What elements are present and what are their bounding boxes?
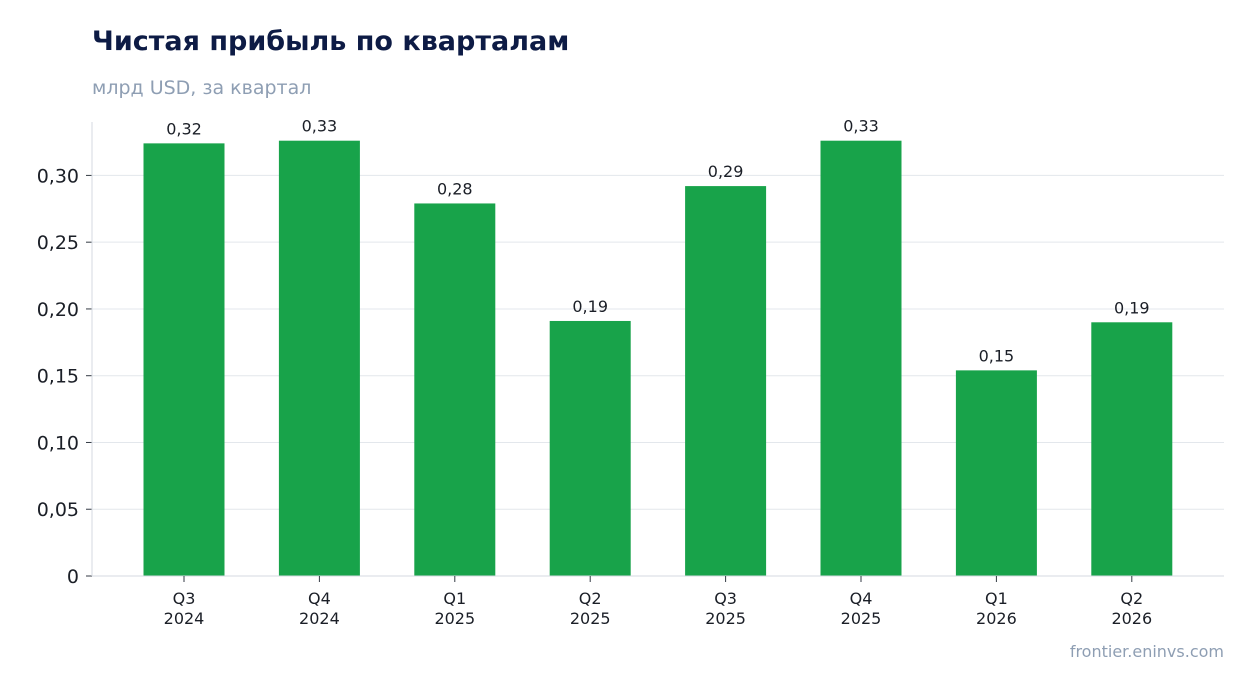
bar [685, 186, 767, 576]
data-label: 0,19 [572, 297, 608, 316]
x-tick-label: Q3 2025 [705, 589, 746, 628]
bar [549, 320, 631, 576]
data-label: 0,33 [302, 117, 338, 136]
bar [1091, 322, 1173, 576]
y-tick-label: 0,30 [37, 165, 79, 187]
x-tick-label: Q4 2025 [841, 589, 882, 628]
data-labels: 0,32 0,33 0,28 0,19 0,29 0,33 0,15 0,19 [166, 117, 1149, 366]
y-tick-label: 0,25 [37, 232, 79, 254]
x-tick-label: Q1 2025 [434, 589, 475, 628]
y-tick-label: 0,15 [37, 366, 79, 388]
data-label: 0,15 [979, 346, 1015, 365]
y-tick-label: 0 [67, 566, 79, 588]
chart-subtitle: млрд USD, за квартал [92, 77, 312, 99]
bar [820, 140, 902, 576]
data-label: 0,19 [1114, 298, 1150, 317]
bar [414, 203, 496, 576]
x-tick-label: Q2 2026 [1111, 589, 1152, 628]
source-watermark: frontier.eninvs.com [1069, 642, 1224, 661]
y-tick-label: 0,20 [37, 299, 79, 321]
data-label: 0,33 [843, 117, 879, 136]
grid-lines [92, 174, 1224, 510]
x-tick-label: Q1 2026 [976, 589, 1017, 628]
y-tick-label: 0,10 [37, 432, 79, 454]
y-tick-label: 0,05 [37, 499, 79, 521]
data-label: 0,29 [708, 162, 744, 181]
x-tick-label: Q4 2024 [299, 589, 340, 628]
axes: 0 0,05 0,10 0,15 0,20 0,25 0,30 Q3 2024 Q4 2024 Q1 2… [37, 122, 1224, 628]
data-label: 0,32 [166, 119, 202, 138]
bar [143, 143, 225, 577]
x-tick-label: Q3 2024 [164, 589, 205, 628]
chart-title: Чистая прибыль по кварталам [92, 26, 570, 57]
bar [278, 140, 360, 576]
bars [143, 140, 1173, 577]
x-tick-label: Q2 2025 [570, 589, 611, 628]
data-label: 0,28 [437, 179, 473, 198]
bar [955, 370, 1037, 576]
